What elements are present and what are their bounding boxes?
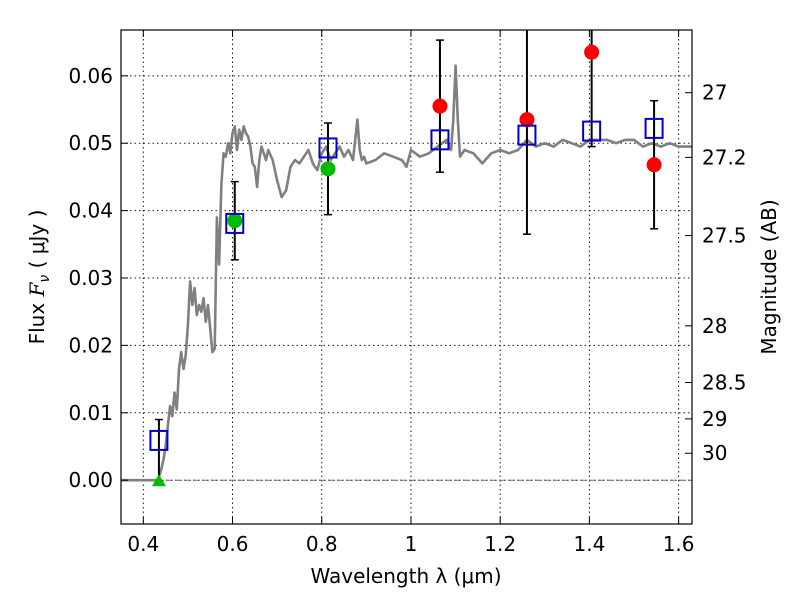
mag-tick-label: 30 (702, 441, 727, 465)
x-tick-label: 0.6 (217, 532, 249, 556)
tick-layer (121, 30, 692, 524)
y-tick-label: 0.05 (68, 131, 113, 155)
model-spectrum-line (121, 64, 692, 482)
x-axis-label: Wavelength λ (μm) (310, 564, 501, 588)
observed-point (227, 213, 243, 229)
model-photometry-point (149, 429, 169, 451)
errorbar-layer (154, 30, 659, 481)
y-axis-label: Flux Fν ( μJy ) (25, 210, 53, 345)
observed-point (320, 161, 336, 177)
model-photometry-point (582, 120, 602, 142)
tick-label-layer: 0.4 0.6 0.8 1 1.2 1.4 1.6 0.00 0.01 0.02 0.03 0.04 0… (68, 64, 746, 556)
x-tick-label: 1.6 (663, 532, 695, 556)
y-tick-label: 0.04 (68, 199, 113, 223)
y-tick-label: 0.00 (68, 468, 113, 492)
y-axis-label-symbol: F (25, 281, 49, 297)
model-photometry-point (644, 117, 664, 139)
plot-content (121, 30, 692, 487)
observed-point (584, 44, 600, 60)
model-photometry-point (225, 212, 245, 234)
model-photometry-point (517, 124, 537, 146)
plot-frame (120, 29, 693, 525)
y-axis-label-subscript: ν (37, 275, 53, 283)
mag-tick-label: 27.5 (702, 224, 747, 248)
mag-tick-label: 27.2 (702, 145, 747, 169)
model-photometry-point (430, 129, 450, 151)
mag-tick-label: 28.5 (702, 370, 747, 394)
model-photometry-point (318, 137, 338, 159)
observed-points-layer (151, 44, 662, 487)
observed-point (432, 98, 448, 114)
x-tick-label: 0.4 (127, 532, 159, 556)
y-tick-label: 0.03 (68, 266, 113, 290)
upper-limit-marker (151, 474, 166, 487)
x-tick-label: 1.2 (484, 532, 516, 556)
grid-layer (121, 30, 692, 524)
model-photometry-layer (149, 117, 664, 451)
y-tick-label: 0.01 (68, 401, 113, 425)
model-spectrum-layer (121, 64, 692, 482)
y-tick-label: 0.06 (68, 64, 113, 88)
mag-tick-label: 27 (702, 81, 727, 105)
observed-point (519, 112, 535, 128)
x-tick-label: 1 (405, 532, 418, 556)
mag-tick-label: 28 (702, 314, 727, 338)
y-axis-label-text: Flux (25, 296, 49, 344)
x-tick-label: 0.8 (306, 532, 338, 556)
x-tick-label: 1.4 (573, 532, 605, 556)
observed-point (646, 157, 662, 173)
y-tick-label: 0.02 (68, 333, 113, 357)
y-axis-label-units: ( μJy ) (25, 210, 49, 275)
mag-tick-label: 29 (702, 407, 727, 431)
right-axis-label: Magnitude (AB) (757, 199, 781, 354)
